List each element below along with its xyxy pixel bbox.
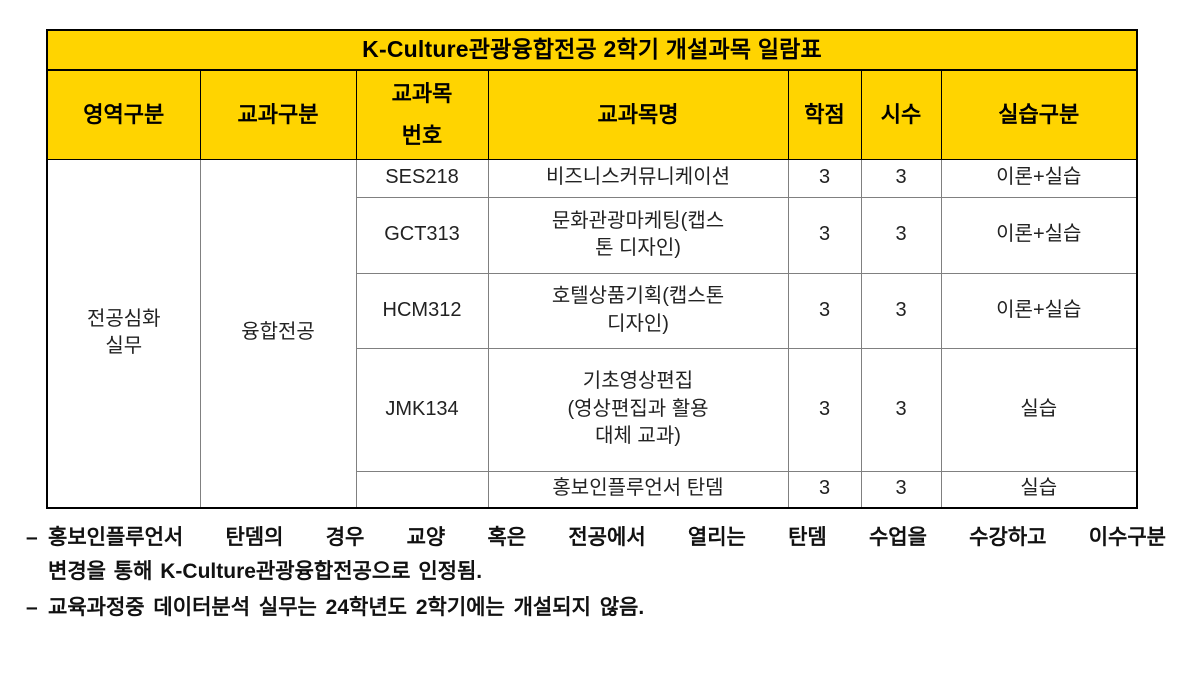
footnote-line-2: 변경을 통해 K-Culture관광융합전공으로 인정됨. xyxy=(48,560,483,584)
header-division: 교과구분 xyxy=(199,69,357,160)
footnote-text: 홍보인플루언서 탄뎀의 경우 교양 혹은 전공에서 열리는 탄뎀 수업을 수강하… xyxy=(48,521,1166,589)
table-title-row: K-Culture관광융합전공 2학기 개설과목 일람표 xyxy=(47,30,1138,71)
cell-course-code: SES218 xyxy=(355,158,489,198)
course-name-line: 문화관광마케팅(캡스 xyxy=(551,209,725,232)
footnote-text: 교육과정중 데이터분석 실무는 24학년도 2학기에는 개설되지 않음. xyxy=(48,591,1166,625)
cell-practice: 실습 xyxy=(940,470,1138,509)
area-label-line1: 전공심화 xyxy=(86,307,161,330)
cell-course-code xyxy=(355,470,489,509)
cell-division-group: 융합전공 xyxy=(199,158,357,509)
cell-practice: 이론+실습 xyxy=(940,196,1138,274)
course-name-line: (영상편집과 활용 xyxy=(567,397,709,420)
header-credit: 학점 xyxy=(787,69,862,160)
course-name-line: 디자인) xyxy=(607,312,669,335)
cell-hours: 3 xyxy=(860,158,942,198)
header-hours: 시수 xyxy=(860,69,942,160)
table-title: K-Culture관광융합전공 2학기 개설과목 일람표 xyxy=(47,30,1138,71)
cell-course-name: 문화관광마케팅(캡스 톤 디자인) xyxy=(487,196,789,274)
cell-course-name: 기초영상편집 (영상편집과 활용 대체 교과) xyxy=(487,347,789,472)
footnote-item: – 홍보인플루언서 탄뎀의 경우 교양 혹은 전공에서 열리는 탄뎀 수업을 수… xyxy=(26,521,1166,589)
course-name-line: 비즈니스커뮤니케이션 xyxy=(546,166,730,189)
cell-credit: 3 xyxy=(787,347,862,472)
course-name-line: 톤 디자인) xyxy=(595,237,681,260)
course-name-line: 홍보인플루언서 탄뎀 xyxy=(552,477,724,500)
cell-course-name: 호텔상품기획(캡스톤 디자인) xyxy=(487,272,789,349)
cell-course-code: GCT313 xyxy=(355,196,489,274)
footnote-dash-icon: – xyxy=(26,596,38,620)
table-header-row: 영역구분 교과구분 교과목 번호 교과목명 학점 시수 실습구분 xyxy=(47,69,1138,160)
cell-hours: 3 xyxy=(860,196,942,274)
cell-course-code: JMK134 xyxy=(355,347,489,472)
course-table: K-Culture관광융합전공 2학기 개설과목 일람표 영역구분 교과구분 교… xyxy=(46,29,1139,509)
footnotes: – 홍보인플루언서 탄뎀의 경우 교양 혹은 전공에서 열리는 탄뎀 수업을 수… xyxy=(26,521,1166,627)
header-course-code-line2: 번호 xyxy=(401,122,443,148)
header-area: 영역구분 xyxy=(47,69,201,160)
table-row: JMK134 기초영상편집 (영상편집과 활용 대체 교과) 3 3 실습 xyxy=(47,347,1138,472)
cell-area-group: 전공심화 실무 xyxy=(46,158,201,509)
cell-practice: 이론+실습 xyxy=(940,158,1138,198)
cell-practice: 실습 xyxy=(940,347,1138,472)
footnote-line-1: 홍보인플루언서 탄뎀의 경우 교양 혹은 전공에서 열리는 탄뎀 수업을 수강하… xyxy=(48,526,1166,549)
header-course-name: 교과목명 xyxy=(487,69,789,160)
cell-practice: 이론+실습 xyxy=(940,272,1138,349)
footnote-line-1: 교육과정중 데이터분석 실무는 24학년도 2학기에는 개설되지 않음. xyxy=(48,596,645,620)
table-row: GCT313 문화관광마케팅(캡스 톤 디자인) 3 3 이론+실습 xyxy=(47,196,1138,274)
header-course-code-line1: 교과목 xyxy=(391,81,453,106)
footnote-item: – 교육과정중 데이터분석 실무는 24학년도 2학기에는 개설되지 않음. xyxy=(26,591,1166,625)
header-practice: 실습구분 xyxy=(940,69,1138,160)
course-name-line: 기초영상편집 xyxy=(582,370,694,393)
area-label-line2: 실무 xyxy=(105,335,143,358)
cell-hours: 3 xyxy=(860,470,942,509)
course-name-line: 대체 교과) xyxy=(595,425,681,448)
cell-course-name: 홍보인플루언서 탄뎀 xyxy=(487,470,789,509)
course-table-container: K-Culture관광융합전공 2학기 개설과목 일람표 영역구분 교과구분 교… xyxy=(46,29,1139,509)
cell-hours: 3 xyxy=(860,272,942,349)
table-row: 홍보인플루언서 탄뎀 3 3 실습 xyxy=(47,470,1138,509)
cell-course-code: HCM312 xyxy=(355,272,489,349)
header-course-code: 교과목 번호 xyxy=(355,69,489,160)
table-row: HCM312 호텔상품기획(캡스톤 디자인) 3 3 이론+실습 xyxy=(47,272,1138,349)
cell-credit: 3 xyxy=(787,196,862,274)
cell-credit: 3 xyxy=(787,158,862,198)
cell-credit: 3 xyxy=(787,470,862,509)
footnote-dash-icon: – xyxy=(26,526,38,549)
cell-credit: 3 xyxy=(787,272,862,349)
cell-hours: 3 xyxy=(860,347,942,472)
cell-course-name: 비즈니스커뮤니케이션 xyxy=(487,158,789,198)
table-row: 전공심화 실무 융합전공 SES218 비즈니스커뮤니케이션 3 3 이론+실습 xyxy=(46,158,1138,509)
course-name-line: 호텔상품기획(캡스톤 xyxy=(551,285,725,307)
